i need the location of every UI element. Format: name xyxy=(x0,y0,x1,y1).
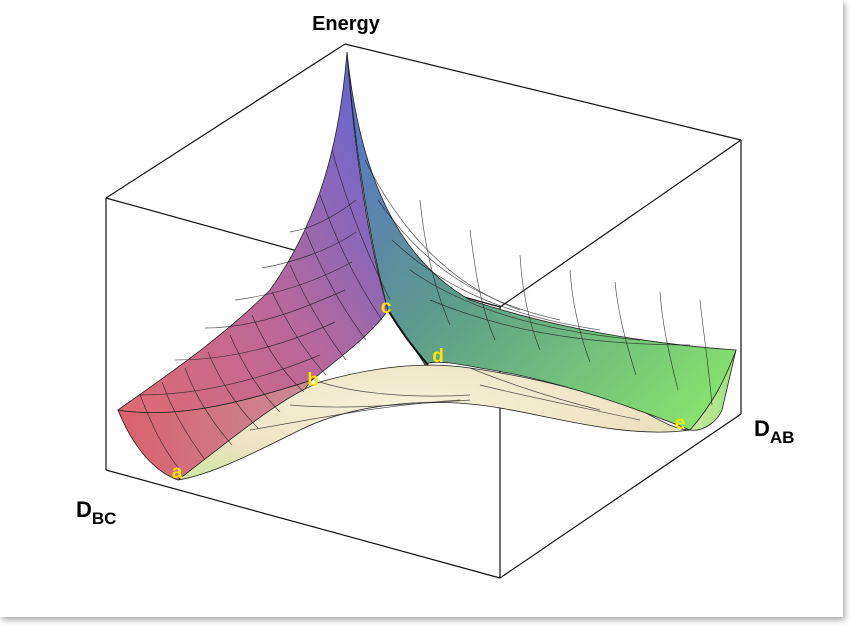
saddle-region xyxy=(177,364,691,481)
point-label-c: c xyxy=(381,297,392,318)
dab-axis-label: DAB xyxy=(754,416,794,447)
point-label-a: a xyxy=(172,462,183,483)
dbc-axis-main: D xyxy=(76,497,92,522)
left-wing xyxy=(116,51,389,414)
right-wing xyxy=(346,51,737,431)
ridge-line xyxy=(387,309,429,366)
potential-energy-surface xyxy=(116,51,737,481)
energy-axis-label: Energy xyxy=(312,13,381,35)
dbc-axis-label: DBC xyxy=(76,497,116,528)
surface-mesh xyxy=(139,149,713,471)
point-label-e: e xyxy=(675,413,686,434)
dbc-axis-sub: BC xyxy=(92,509,117,528)
point-label-b: b xyxy=(307,370,319,391)
box-front-edges xyxy=(105,140,742,579)
dab-axis-main: D xyxy=(754,416,770,441)
dab-axis-sub: AB xyxy=(770,428,795,447)
point-label-d: d xyxy=(432,346,444,367)
